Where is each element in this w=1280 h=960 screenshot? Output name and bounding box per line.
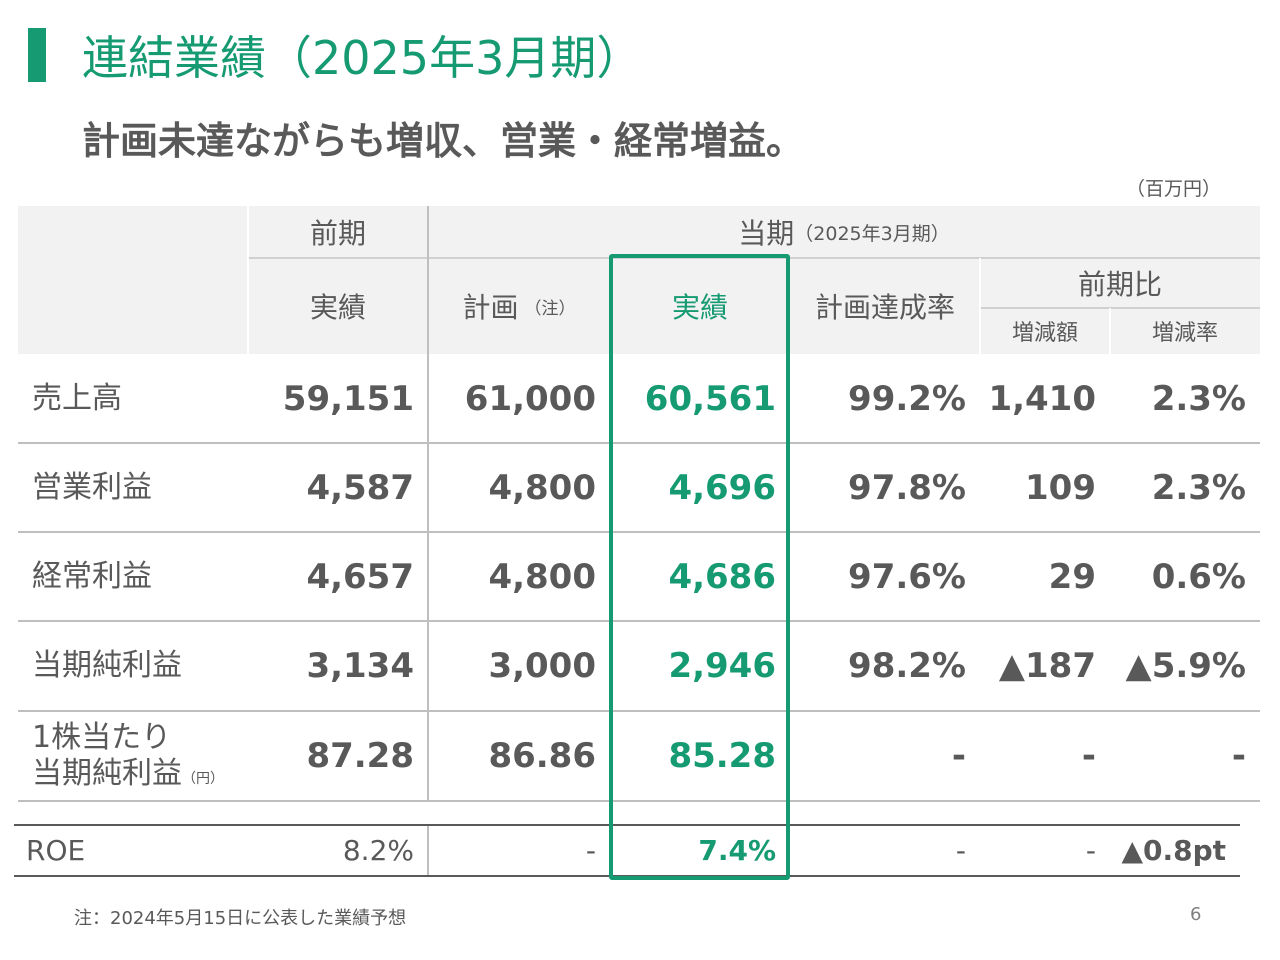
page-subtitle: 計画未達ながらも増収、営業・経常増益。 xyxy=(82,119,805,163)
header-prev-period-text: 前期 xyxy=(309,217,366,250)
row-eps-actual: 85.28 xyxy=(668,736,776,776)
roe-label: ROE xyxy=(26,834,86,867)
header-achievement-rate: 計画達成率 xyxy=(790,258,980,354)
row-label-net-income: 当期純利益 xyxy=(32,648,182,683)
row-ordinary-diff: 29 xyxy=(1048,556,1096,597)
row-label-ordinary-income: 経常利益 xyxy=(32,558,152,594)
row-eps-prev: 87.28 xyxy=(306,736,414,776)
row-label-revenue: 売上高 xyxy=(32,380,122,416)
row-revenue-diff: 1,410 xyxy=(988,378,1096,419)
header-current-actual-text: 実績 xyxy=(671,291,728,324)
row-divider xyxy=(18,710,1260,712)
header-yoy: 前期比 xyxy=(980,258,1260,308)
row-label-operating-income: 営業利益 xyxy=(32,469,152,505)
row-divider xyxy=(18,620,1260,622)
row-eps-diff: - xyxy=(1081,736,1096,776)
row-net-rate: 98.2% xyxy=(848,646,966,686)
row-operating-diff: 109 xyxy=(1025,467,1096,508)
roe-actual: 7.4% xyxy=(698,834,776,867)
row-ordinary-prev: 4,657 xyxy=(306,556,414,597)
column-divider xyxy=(427,354,429,801)
row-label-eps-note: （円） xyxy=(182,771,224,787)
header-plan: 計画 （注） xyxy=(428,258,610,354)
roe-plan: - xyxy=(585,834,596,867)
page-number: 6 xyxy=(1190,904,1202,925)
header-change-rate: 増減率 xyxy=(1110,308,1260,354)
row-revenue-rate: 99.2% xyxy=(848,378,966,419)
roe-prev: 8.2% xyxy=(342,834,414,867)
row-net-prev: 3,134 xyxy=(306,646,414,686)
header-prev-period: 前期 xyxy=(248,206,428,258)
header-yoy-divider xyxy=(980,307,1260,309)
header-change-rate-text: 増減率 xyxy=(1151,321,1218,346)
row-net-plan: 3,000 xyxy=(488,646,596,686)
row-net-diff: ▲187 xyxy=(998,646,1096,686)
roe-diff-rate: ▲0.8pt xyxy=(1121,834,1226,867)
row-operating-prev: 4,587 xyxy=(306,467,414,508)
row-revenue-diff-rate: 2.3% xyxy=(1151,378,1246,419)
row-label-eps: 1株当たり 当期純利益（円） xyxy=(18,711,248,801)
roe-rate: - xyxy=(955,834,966,867)
header-achievement-rate-text: 計画達成率 xyxy=(814,291,955,324)
row-divider xyxy=(18,531,1260,533)
header-vline xyxy=(1109,308,1111,354)
row-label-eps-line2-wrap: 当期純利益（円） xyxy=(32,756,224,792)
row-eps-plan: 86.86 xyxy=(488,736,596,776)
roe-column-divider xyxy=(427,826,429,875)
row-divider xyxy=(18,442,1260,444)
page-title: 連結業績（2025年3月期） xyxy=(82,31,643,85)
row-net-diff-rate: ▲5.9% xyxy=(1125,646,1246,686)
row-label-eps-line2: 当期純利益 xyxy=(32,756,182,791)
row-eps-rate: - xyxy=(951,736,966,776)
row-eps-diff-rate: - xyxy=(1231,736,1246,776)
row-revenue-plan: 61,000 xyxy=(464,378,596,419)
header-blank-cell xyxy=(18,206,248,354)
row-revenue-actual: 60,561 xyxy=(644,378,776,419)
header-vline xyxy=(427,206,429,354)
row-ordinary-plan: 4,800 xyxy=(488,556,596,597)
current-actual-highlight-box xyxy=(609,254,790,880)
header-prev-actual: 実績 xyxy=(248,258,428,354)
row-divider xyxy=(18,800,1260,802)
row-operating-diff-rate: 2.3% xyxy=(1151,467,1246,508)
header-plan-note: （注） xyxy=(524,298,576,319)
header-plan-text: 計画 xyxy=(462,291,519,324)
roe-top-border xyxy=(14,824,1240,826)
header-yoy-text: 前期比 xyxy=(1077,268,1162,301)
row-net-actual: 2,946 xyxy=(668,646,776,686)
header-current-period-text: 当期 xyxy=(738,217,795,250)
header-change-amount-text: 増減額 xyxy=(1011,321,1078,346)
row-label-eps-line1: 1株当たり xyxy=(32,720,172,755)
row-ordinary-rate: 97.6% xyxy=(848,556,966,597)
header-divider xyxy=(248,257,1260,259)
header-current-period-note: （2025年3月期） xyxy=(794,222,950,245)
roe-diff: - xyxy=(1085,834,1096,867)
header-vline xyxy=(247,206,249,354)
header-current-period: 当期 （2025年3月期） xyxy=(428,206,1260,258)
title-accent-bar xyxy=(28,28,46,82)
row-operating-rate: 97.8% xyxy=(848,467,966,508)
header-prev-actual-text: 実績 xyxy=(309,291,366,324)
row-revenue-prev: 59,151 xyxy=(282,378,414,419)
row-operating-actual: 4,696 xyxy=(668,467,776,508)
footnote: 注：2024年5月15日に公表した業績予想 xyxy=(74,908,407,929)
header-vline xyxy=(979,258,981,354)
row-operating-plan: 4,800 xyxy=(488,467,596,508)
unit-label: （百万円） xyxy=(1126,178,1222,200)
row-ordinary-diff-rate: 0.6% xyxy=(1151,556,1246,597)
header-current-actual: 実績 xyxy=(610,258,790,354)
header-change-amount: 増減額 xyxy=(980,308,1110,354)
row-ordinary-actual: 4,686 xyxy=(668,556,776,597)
